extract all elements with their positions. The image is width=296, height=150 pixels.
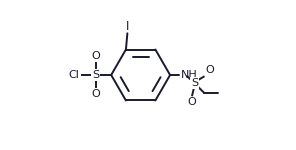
Text: O: O (91, 89, 100, 99)
Text: O: O (188, 97, 197, 107)
Text: O: O (206, 65, 215, 75)
Text: S: S (191, 78, 198, 88)
Text: S: S (92, 70, 99, 80)
Text: NH: NH (181, 70, 198, 80)
Text: I: I (126, 20, 129, 33)
Text: O: O (91, 51, 100, 61)
Text: Cl: Cl (68, 70, 79, 80)
